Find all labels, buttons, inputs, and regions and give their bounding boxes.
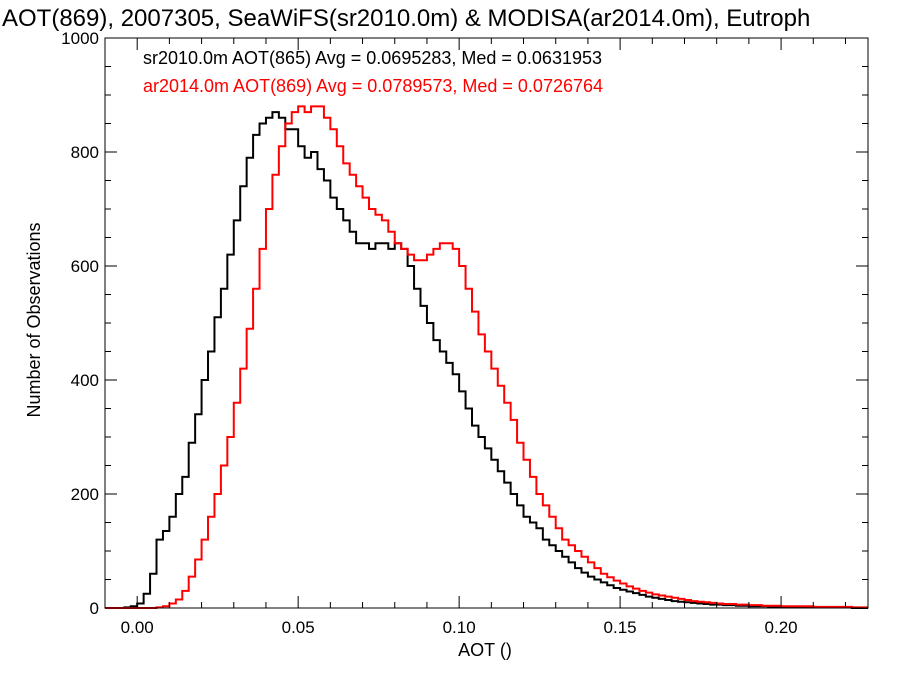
x-tick-label: 0.10 <box>443 618 476 637</box>
x-tick-label: 0.20 <box>765 618 798 637</box>
plot-frame <box>104 37 869 609</box>
y-tick-label: 800 <box>71 143 99 162</box>
y-tick-label: 1000 <box>61 29 99 48</box>
x-tick-label: 0.15 <box>604 618 637 637</box>
y-tick-label: 400 <box>71 371 99 390</box>
legend-entry-sr2010: sr2010.0m AOT(865) Avg = 0.0695283, Med … <box>143 48 602 68</box>
y-axis-label: Number of Observations <box>24 222 44 417</box>
series-line-0 <box>105 111 868 609</box>
x-tick-label: 0.00 <box>121 618 154 637</box>
x-tick-label: 0.05 <box>282 618 315 637</box>
series-line-1 <box>105 105 868 609</box>
y-tick-label: 0 <box>90 599 99 618</box>
y-tick-label: 200 <box>71 485 99 504</box>
plot-area: 0.00 0.05 0.10 0.15 0.20 0 200 400 600 800 1000 <box>61 29 869 637</box>
y-tick-label: 600 <box>71 257 99 276</box>
legend-entry-ar2014: ar2014.0m AOT(869) Avg = 0.0789573, Med … <box>143 76 603 96</box>
x-axis-label: AOT () <box>458 640 512 660</box>
chart-title: AOT(869), 2007305, SeaWiFS(sr2010.0m) & … <box>2 5 810 32</box>
